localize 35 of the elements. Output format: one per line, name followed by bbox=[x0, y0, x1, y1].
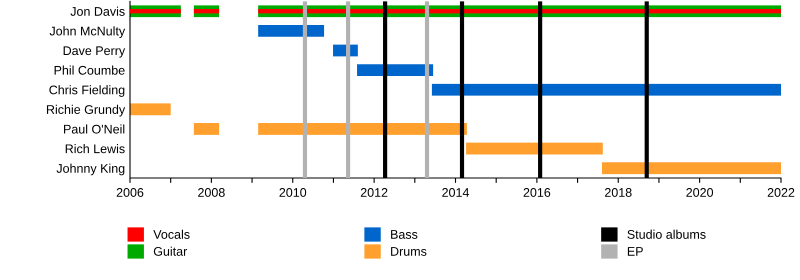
x-tick-label: 2018 bbox=[604, 188, 632, 197]
x-tick-label: 2006 bbox=[116, 188, 144, 197]
x-tick-label: 2008 bbox=[198, 188, 225, 197]
x-tick-label: 2020 bbox=[686, 188, 714, 197]
bar bbox=[194, 123, 220, 135]
bar bbox=[602, 162, 781, 174]
x-tick-label: 2016 bbox=[524, 188, 550, 197]
y-tick-label: Paul O'Neil bbox=[64, 124, 124, 134]
legend-label: Guitar bbox=[154, 246, 188, 256]
bar bbox=[258, 123, 467, 135]
y-tick-label: Chris Fielding bbox=[49, 85, 124, 97]
y-tick-label: Richie Grundy bbox=[46, 104, 126, 116]
x-tick-label: 2012 bbox=[360, 188, 388, 197]
bar bbox=[432, 84, 781, 96]
legend-label: Studio albums bbox=[627, 230, 706, 239]
legend-label: Vocals bbox=[153, 230, 190, 239]
x-tick-label: 2014 bbox=[442, 188, 470, 197]
bar bbox=[194, 9, 220, 14]
legend-label: Drums bbox=[391, 247, 426, 256]
legend-label: Bass bbox=[391, 230, 418, 239]
y-tick-label: Jon Davis bbox=[70, 6, 125, 16]
y-tick-label: John McNulty bbox=[50, 26, 126, 38]
bar bbox=[130, 103, 171, 116]
y-tick-label: Rich Lewis bbox=[66, 144, 125, 154]
bar bbox=[130, 9, 181, 14]
bar bbox=[258, 9, 781, 14]
y-tick-label: Phil Coumbe bbox=[54, 66, 125, 75]
legend-label: EP bbox=[628, 247, 643, 256]
x-tick-label: 2022 bbox=[768, 188, 794, 197]
bar bbox=[258, 24, 324, 37]
y-tick-label: Johnny King bbox=[56, 164, 124, 176]
y-tick-label: Dave Perry bbox=[64, 46, 126, 58]
bar bbox=[357, 64, 434, 76]
x-tick-label: 2010 bbox=[279, 188, 306, 197]
bar bbox=[466, 142, 603, 154]
